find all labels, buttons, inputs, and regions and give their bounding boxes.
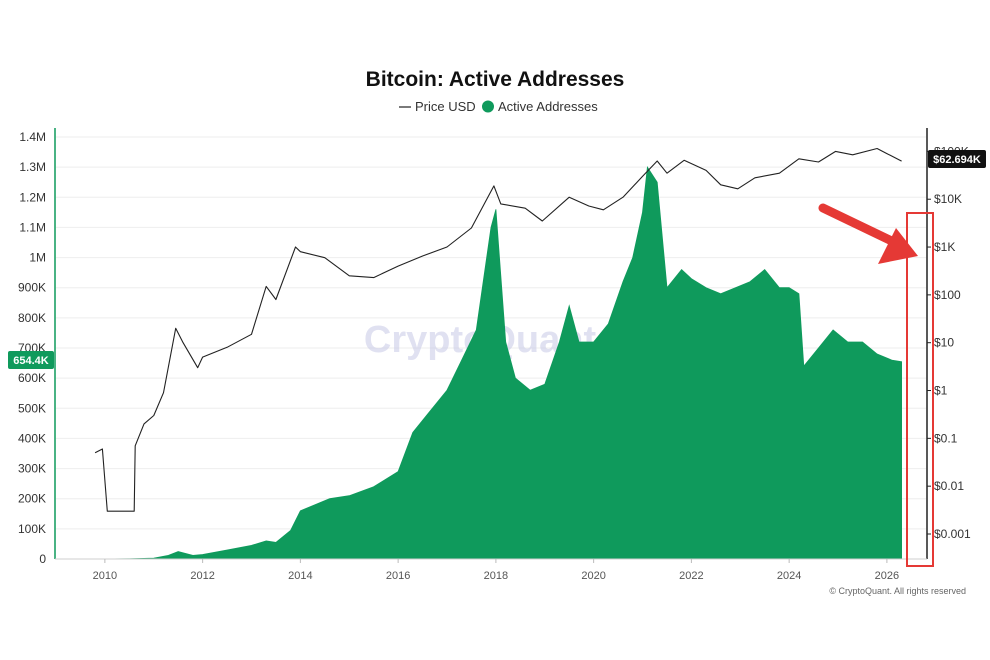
x-axis-ticks: 2010 2012 2014 2016 2018 2020 2022 2024 2026 [93, 559, 899, 582]
left-tick-label: 100K [18, 522, 46, 536]
left-tick-label: 1.3M [19, 160, 46, 174]
price-line [94, 147, 902, 512]
right-tick-label: $0.001 [934, 527, 971, 541]
x-tick-label: 2018 [484, 570, 508, 582]
x-tick-label: 2016 [386, 570, 410, 582]
legend: Price USD Active Addresses [399, 99, 598, 114]
right-tick-label: $0.01 [934, 479, 964, 493]
chart-title: Bitcoin: Active Addresses [366, 68, 625, 91]
legend-price-label: Price USD [415, 99, 476, 114]
highlight-box [906, 212, 934, 567]
left-tick-label: 300K [18, 462, 46, 476]
left-tick-label: 1.1M [19, 220, 46, 234]
left-tick-label: 400K [18, 431, 46, 445]
x-tick-label: 2014 [288, 570, 312, 582]
right-tick-label: $100 [934, 288, 961, 302]
legend-dot-marker [482, 100, 494, 113]
x-tick-label: 2012 [190, 570, 214, 582]
addresses-badge-bg [8, 351, 54, 369]
right-axis-ticks: $0.001$0.01$0.1$1$10$100$1K$10K$100K [927, 144, 971, 541]
left-tick-label: 600K [18, 371, 46, 385]
right-tick-label: $1K [934, 240, 955, 254]
addresses-value-badge: 654.4K [8, 351, 54, 369]
left-tick-label: 500K [18, 401, 46, 415]
price-badge-bg [928, 150, 986, 168]
left-tick-label: 900K [18, 281, 46, 295]
left-tick-label: 1.2M [19, 190, 46, 204]
x-tick-label: 2010 [93, 570, 117, 582]
left-axis-ticks: 0100K200K300K400K500K600K700K800K900K1M1… [18, 130, 46, 566]
price-value-badge: $62.694K [928, 150, 986, 168]
arrow-shaft [818, 203, 905, 250]
x-tick-label: 2026 [875, 570, 899, 582]
x-tick-label: 2022 [679, 570, 703, 582]
x-tick-label: 2020 [581, 570, 605, 582]
active-addresses-area [99, 165, 902, 560]
right-tick-label: $10K [934, 192, 962, 206]
right-tick-label: $1 [934, 384, 948, 398]
price-usd-line [94, 147, 902, 512]
copyright-credit: © CryptoQuant. All rights reserved [829, 586, 966, 596]
active-addresses-area-fill [99, 165, 902, 560]
right-tick-label: $0.1 [934, 431, 958, 445]
left-tick-label: 1M [29, 251, 46, 265]
red-arrow [818, 203, 918, 264]
left-tick-label: 1.4M [19, 130, 46, 144]
price-badge-text: $62.694K [933, 154, 981, 166]
legend-addresses-label: Active Addresses [498, 99, 598, 114]
addresses-badge-text: 654.4K [13, 355, 49, 367]
right-tick-label: $10 [934, 336, 954, 350]
arrow-head [878, 228, 918, 264]
left-tick-label: 800K [18, 311, 46, 325]
x-tick-label: 2024 [777, 570, 801, 582]
left-tick-label: 0 [39, 552, 46, 566]
left-tick-label: 200K [18, 492, 46, 506]
